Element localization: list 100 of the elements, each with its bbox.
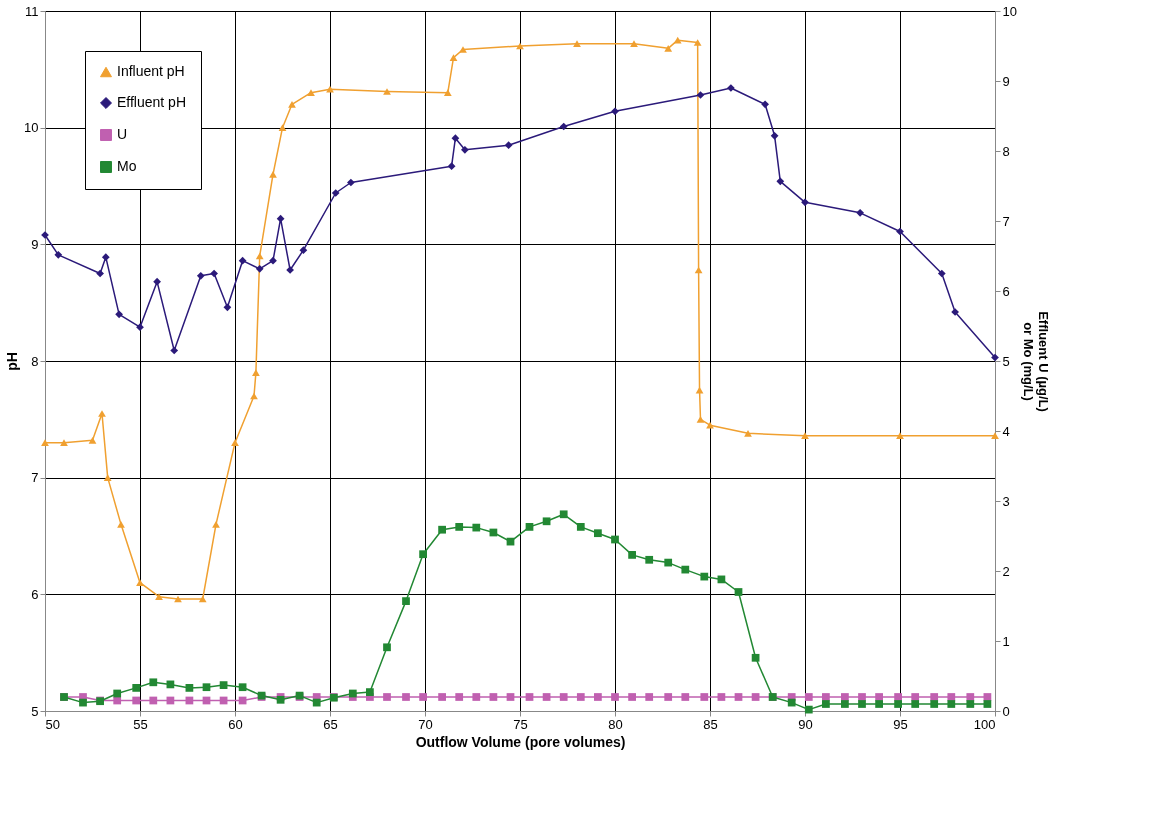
point (96, 269, 104, 278)
point (664, 558, 673, 567)
point (312, 698, 321, 707)
point (734, 693, 743, 701)
point (645, 555, 654, 564)
x-tick-label: 65 (323, 716, 338, 732)
point (875, 693, 883, 701)
point (472, 523, 481, 532)
y2-tick-label: 7 (1002, 213, 1010, 229)
x-tick-label: 70 (418, 716, 433, 732)
point (525, 523, 534, 531)
point (113, 689, 122, 698)
point (875, 700, 883, 708)
point (559, 693, 568, 701)
y-tick-label: 7 (31, 470, 39, 486)
legend-label: Influent pH (117, 63, 185, 79)
point (132, 684, 141, 692)
point (894, 700, 902, 708)
point (504, 141, 513, 150)
point (930, 700, 939, 708)
point (696, 91, 705, 99)
point (438, 693, 446, 701)
point (402, 597, 410, 605)
point (103, 474, 112, 482)
point (695, 386, 704, 394)
legend-label: Mo (117, 158, 137, 174)
point (170, 346, 179, 355)
point (822, 700, 830, 708)
y2-tick-label: 4 (1002, 423, 1010, 439)
point (366, 688, 374, 696)
point (576, 523, 585, 531)
point (559, 510, 568, 519)
point (455, 523, 464, 531)
x-tick-label: 80 (608, 716, 623, 732)
point (101, 253, 110, 262)
point (419, 550, 427, 559)
point (210, 269, 218, 278)
point (681, 693, 690, 701)
point (402, 693, 410, 701)
point (594, 529, 602, 538)
point (801, 432, 809, 440)
point (238, 256, 247, 265)
point (41, 439, 49, 447)
point (664, 44, 673, 52)
point (438, 525, 446, 534)
point (461, 145, 469, 154)
y2-tick-label: 10 (1002, 3, 1017, 19)
point (231, 439, 239, 447)
point (419, 693, 427, 701)
y2-tick-label: 5 (1002, 353, 1010, 369)
point (447, 162, 456, 171)
point (983, 700, 992, 708)
point (299, 246, 308, 255)
point (744, 429, 752, 437)
point (937, 269, 946, 278)
point (628, 693, 636, 701)
point (269, 256, 277, 265)
point (611, 535, 619, 544)
point (858, 700, 866, 708)
point (459, 46, 467, 53)
point (700, 572, 709, 581)
point (331, 189, 340, 197)
point (664, 693, 673, 701)
point (947, 693, 956, 701)
point (911, 700, 920, 708)
point (307, 89, 315, 97)
point (787, 698, 796, 707)
legend-label: U (117, 126, 128, 142)
point (770, 131, 779, 140)
point (966, 700, 975, 708)
point (930, 693, 939, 701)
point (155, 593, 163, 601)
point (573, 40, 581, 48)
point (252, 369, 260, 377)
y2-axis-title: Effluent U (µg/L) or Mo (mg/L) (1020, 311, 1051, 412)
point (149, 696, 158, 705)
point (113, 696, 122, 705)
point (751, 693, 760, 701)
point (489, 693, 498, 701)
point (196, 271, 205, 280)
point (238, 683, 247, 692)
point (136, 579, 144, 587)
x-tick-label: 75 (513, 716, 528, 732)
x-tick-label: 60 (228, 716, 243, 732)
point (288, 100, 296, 108)
point (947, 700, 956, 708)
point (693, 39, 702, 46)
x-axis-title: Outflow Volume (pore volumes) (415, 733, 626, 750)
point (219, 681, 228, 689)
point (841, 700, 849, 708)
point (132, 696, 141, 705)
point (223, 303, 232, 312)
point (717, 693, 726, 701)
x-tick-label: 90 (798, 716, 813, 732)
point (79, 698, 87, 707)
point (804, 693, 813, 701)
point (348, 689, 357, 698)
point (896, 227, 904, 236)
point (525, 693, 534, 701)
x-tick-label: 55 (133, 716, 148, 732)
